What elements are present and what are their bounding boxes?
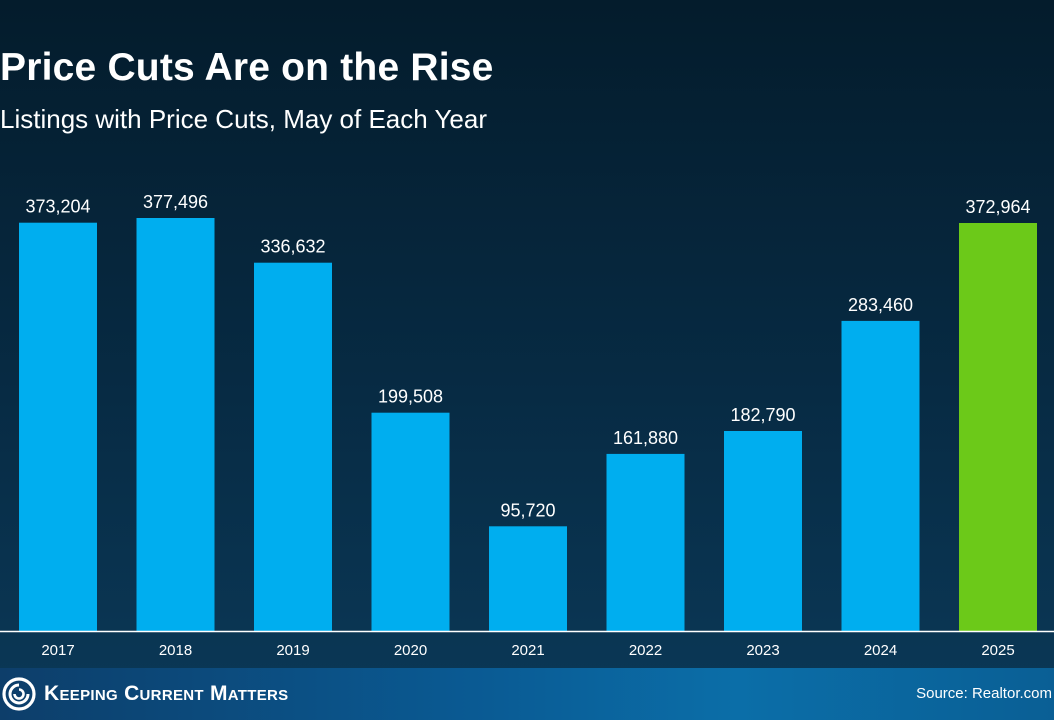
- bar-2019: [254, 262, 332, 631]
- x-tick-label-2023: 2023: [746, 642, 779, 659]
- swirl-logo-icon: [2, 677, 36, 711]
- x-tick-label-2025: 2025: [981, 642, 1014, 659]
- x-tick-label-2022: 2022: [629, 642, 662, 659]
- value-label-2025: 372,964: [965, 197, 1030, 217]
- value-label-2018: 377,496: [143, 192, 208, 212]
- value-label-2017: 373,204: [25, 197, 90, 217]
- bar-2024: [841, 320, 920, 631]
- brand-logo: Keeping Current Matters: [2, 676, 288, 712]
- x-tick-label-2018: 2018: [159, 642, 192, 659]
- brand-name: Keeping Current Matters: [44, 682, 289, 705]
- x-tick-label-2020: 2020: [394, 642, 427, 659]
- bar-2020: [371, 412, 450, 631]
- value-label-2021: 95,720: [500, 500, 555, 520]
- bar-chart: 373,204 2017 377,496 2018 336,632 2019 199,508…: [19, 192, 1037, 659]
- source-credit: Source: Realtor.com: [916, 685, 1052, 702]
- chart-subtitle: Listings with Price Cuts, May of Each Ye…: [0, 104, 488, 134]
- bar-2022: [606, 453, 685, 631]
- value-label-2020: 199,508: [378, 387, 443, 407]
- bar-2021: [489, 526, 567, 631]
- value-label-2022: 161,880: [613, 428, 678, 448]
- bar-2025: [959, 223, 1037, 631]
- value-label-2023: 182,790: [730, 405, 795, 425]
- x-tick-label-2017: 2017: [41, 642, 74, 659]
- x-tick-label-2024: 2024: [864, 642, 897, 659]
- value-label-2024: 283,460: [848, 295, 913, 315]
- bar-2017: [19, 222, 97, 631]
- chart-title: Price Cuts Are on the Rise: [0, 46, 494, 89]
- footer-bar: Keeping Current Matters Source: Realtor.…: [0, 668, 1054, 720]
- bar-2023: [724, 431, 802, 631]
- x-tick-label-2019: 2019: [276, 642, 309, 659]
- x-tick-label-2021: 2021: [511, 642, 544, 659]
- bar-2018: [136, 218, 215, 631]
- value-label-2019: 336,632: [260, 237, 325, 257]
